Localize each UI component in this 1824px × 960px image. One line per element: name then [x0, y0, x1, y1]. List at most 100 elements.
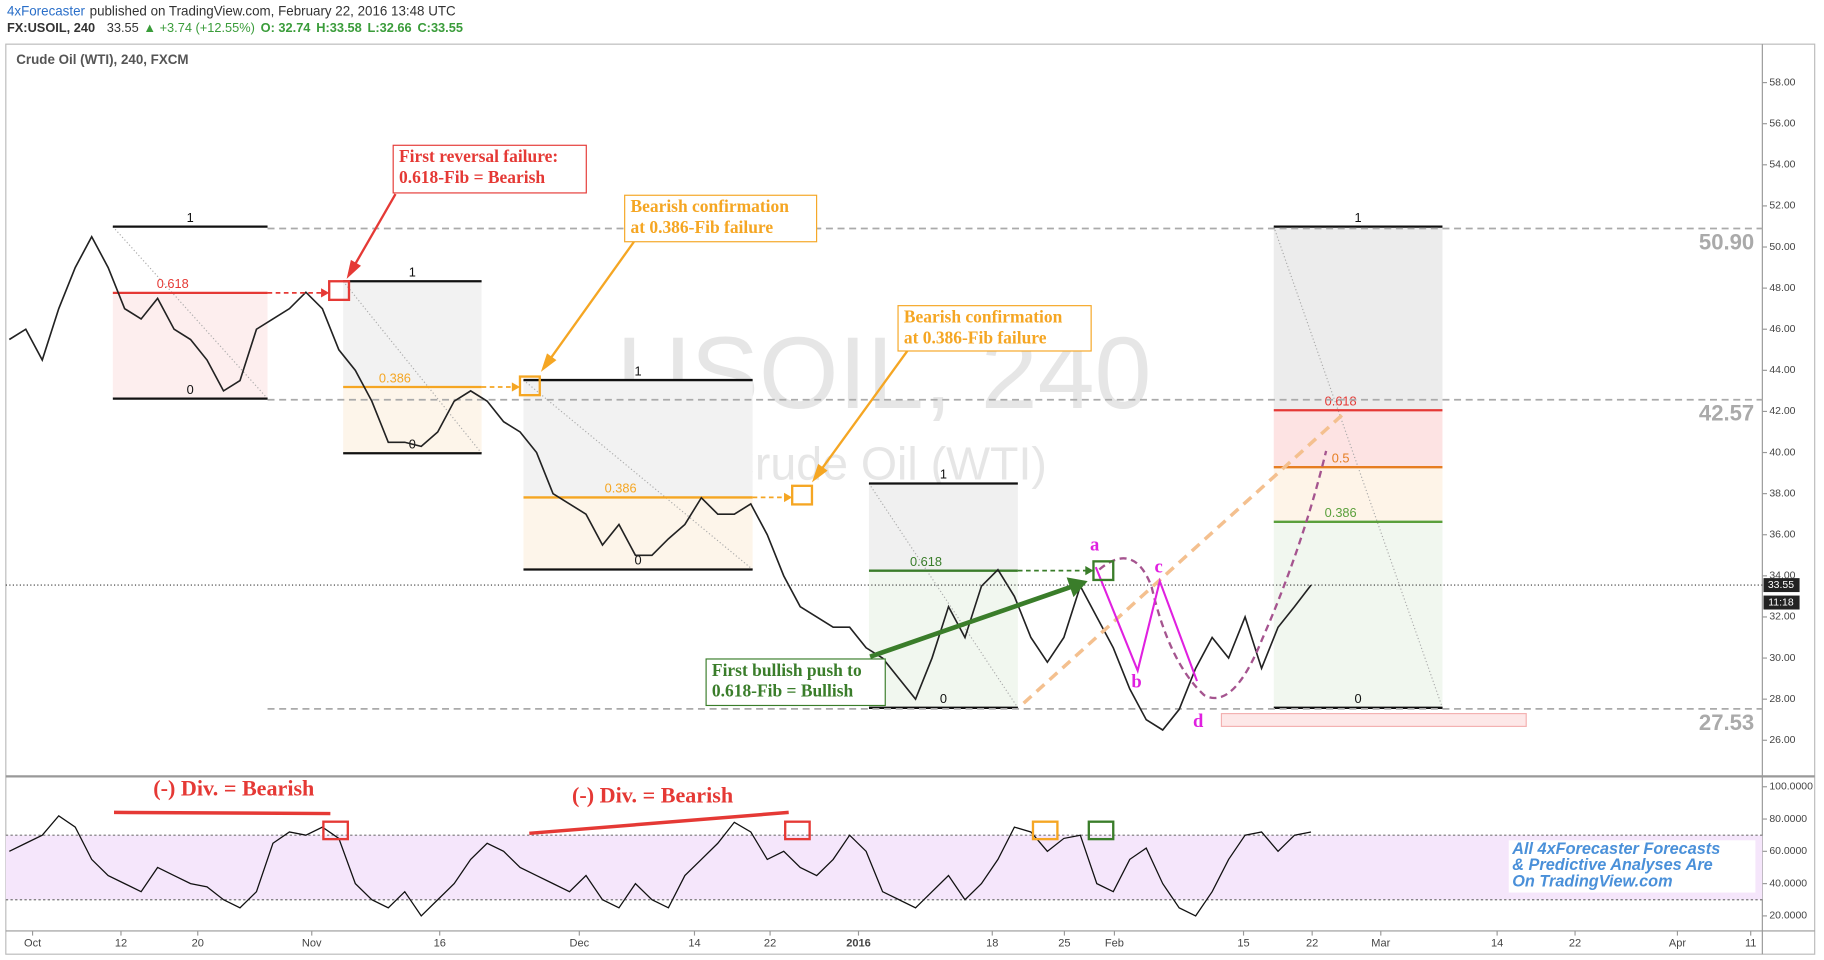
osc-tick-label: 100.0000	[1769, 782, 1813, 793]
fib-zone	[1273, 226, 1443, 411]
highlight-box	[1092, 560, 1115, 582]
arrow-head	[811, 463, 828, 483]
price-tick-label: 56.00	[1769, 118, 1795, 129]
arrow-head	[540, 353, 557, 372]
price-tick-label: 46.00	[1769, 324, 1795, 335]
fib-label: 0.618	[157, 276, 189, 291]
promo-box	[1508, 840, 1756, 893]
time-tick-label: Nov	[302, 938, 322, 950]
price-tick-label: 32.00	[1769, 612, 1795, 623]
promo-text: On TradingView.com	[1512, 872, 1672, 890]
fib-zone	[868, 570, 1018, 708]
callout-text: 0.618-Fib = Bearish	[399, 167, 545, 187]
header-line: 4xForecaster published on TradingView.com…	[7, 3, 456, 18]
callout-text: at 0.386-Fib failure	[904, 327, 1047, 347]
arrow-head	[321, 288, 330, 298]
price-tick-label: 28.00	[1769, 694, 1795, 705]
fib-label: 0	[187, 382, 194, 397]
osc-highlight	[784, 820, 811, 841]
fib-zone	[1273, 467, 1443, 522]
countdown-label: 11:18	[1768, 597, 1794, 608]
fib-label: 1	[634, 363, 641, 378]
frame	[5, 43, 1816, 955]
fib-label: 1	[940, 467, 947, 482]
wave-line	[1094, 566, 1198, 682]
price-line	[8, 235, 1312, 732]
osc-highlight	[322, 820, 349, 841]
time-tick-label: 11	[1745, 938, 1756, 950]
fib-label: 0.386	[605, 481, 637, 496]
highlight-box	[328, 280, 351, 302]
time-tick-label: 15	[1237, 938, 1249, 950]
fib-label: 0	[1355, 691, 1362, 706]
callout-arrow	[817, 350, 909, 474]
time-tick-label: 14	[1491, 938, 1503, 950]
level-label: 42.57	[1699, 401, 1754, 426]
time-tick-label: 14	[688, 938, 700, 950]
callout-box	[624, 194, 818, 243]
time-tick-label: 12	[115, 938, 127, 950]
callout-box	[392, 144, 587, 194]
callout-text: at 0.386-Fib failure	[630, 217, 773, 237]
callout-arrow	[546, 241, 635, 364]
level-label: 50.90	[1699, 229, 1754, 254]
text-part: 33.55	[107, 20, 139, 35]
callout-text: First reversal failure:	[399, 146, 558, 166]
divergence-line	[529, 810, 789, 836]
fib-zone	[1273, 521, 1443, 708]
price-tick-label: 30.00	[1769, 653, 1795, 664]
callout-text: Bearish confirmation	[904, 306, 1063, 326]
divergence-label: (-) Div. = Bearish	[153, 775, 314, 800]
price-tick-label: 54.00	[1769, 160, 1795, 171]
countdown-tag	[1763, 595, 1800, 610]
fib-zone	[523, 380, 753, 498]
time-tick-label: Feb	[1105, 938, 1124, 950]
osc-band	[5, 835, 1763, 900]
callout-arrow	[351, 193, 397, 270]
arrow-head	[784, 492, 793, 503]
fib-label: 0.5	[1332, 450, 1350, 465]
drawing: 4xForecaster published on TradingView.com…	[5, 3, 1813, 950]
time-tick-label: 22	[764, 938, 776, 950]
fib-label: 0.386	[379, 370, 411, 385]
support-zone	[1220, 713, 1527, 727]
callout-arrow	[869, 582, 1078, 659]
text-part: FX:USOIL, 240	[7, 20, 95, 35]
projection	[1022, 412, 1345, 705]
time-tick-label: 25	[1058, 938, 1070, 950]
fib-label: 1	[1355, 210, 1362, 225]
price-tick-label: 34.00	[1769, 571, 1795, 582]
callout-box	[897, 305, 1092, 352]
level-label: 27.53	[1699, 710, 1754, 735]
wave-label: d	[1193, 711, 1204, 732]
text-part: O: 32.74	[261, 20, 312, 35]
fib-zone	[343, 281, 482, 388]
wave-label: b	[1131, 672, 1141, 693]
osc-tick-label: 80.0000	[1769, 814, 1807, 825]
time-tick-label: Apr	[1669, 938, 1687, 950]
fib-label: 1	[409, 265, 416, 280]
last-price-label: 33.55	[1768, 580, 1794, 591]
time-tick-label: 22	[1306, 938, 1318, 950]
price-tick-label: 36.00	[1769, 530, 1795, 541]
text-part: C:33.55	[417, 20, 463, 35]
fib-label: 0.618	[1325, 394, 1357, 409]
text-part: L:32.66	[368, 20, 412, 35]
price-tick-label: 38.00	[1769, 488, 1795, 499]
time-tick-label: 20	[192, 938, 204, 950]
last-price-tag	[1763, 578, 1800, 593]
time-tick-label: 22	[1569, 938, 1581, 950]
fib-label: 0.618	[910, 554, 942, 569]
fib-zone	[1273, 410, 1443, 468]
price-tick-label: 26.00	[1769, 735, 1795, 746]
symbol-line: FX:USOIL, 240 33.55 ▲ +3.74 (+12.55%) O: 32…	[7, 20, 463, 35]
arrow-head	[1085, 566, 1094, 576]
price-tick-label: 50.00	[1769, 242, 1795, 253]
time-tick-label: 16	[434, 938, 446, 950]
text-part: ▲ +3.74 (+12.55%)	[143, 20, 254, 35]
osc-tick-label: 40.0000	[1769, 878, 1807, 889]
time-tick-label: Dec	[569, 938, 589, 950]
